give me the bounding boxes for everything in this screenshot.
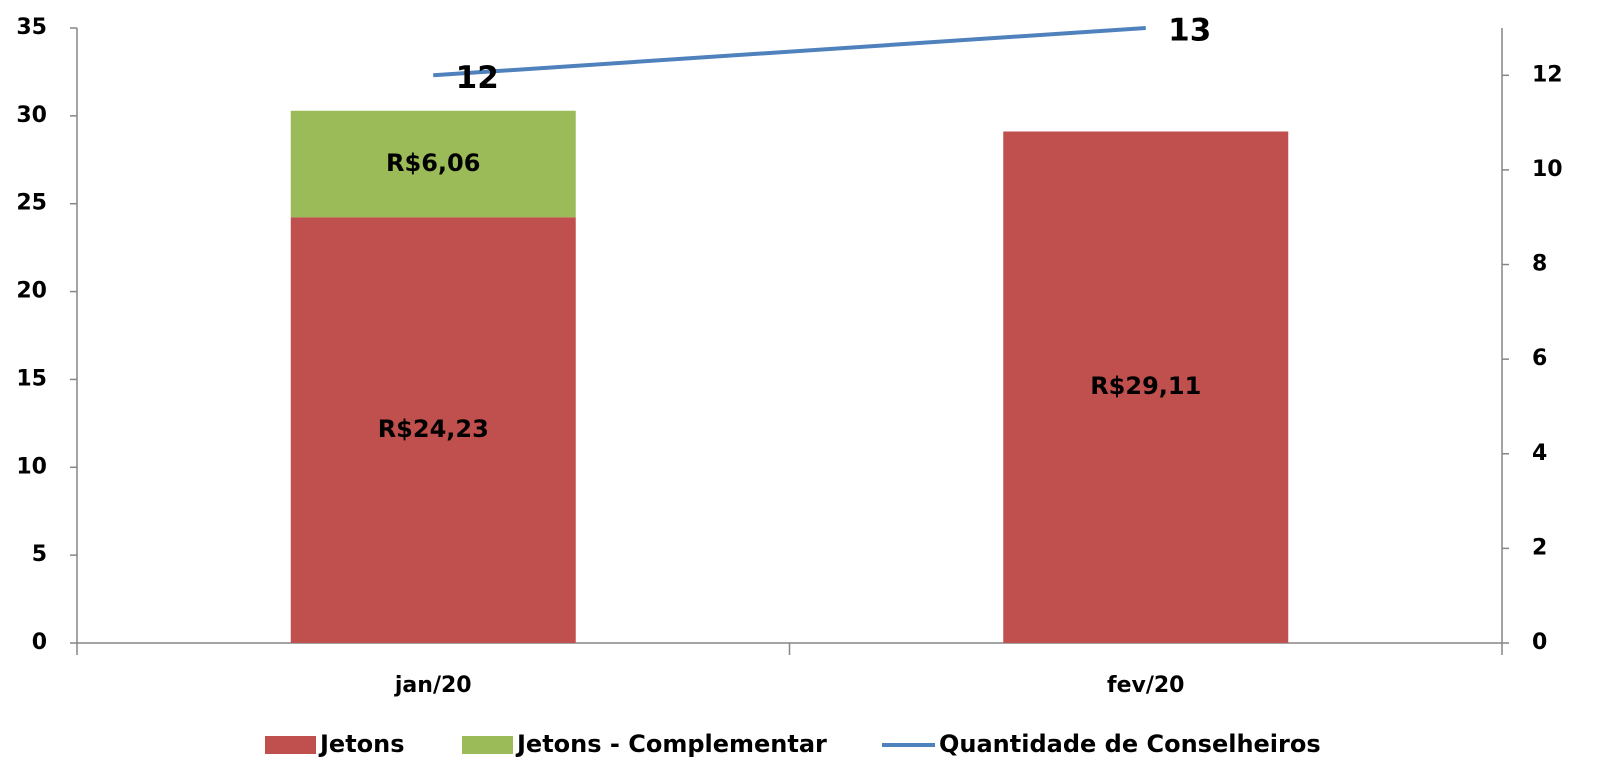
y2-tick-label: 4	[1532, 441, 1547, 466]
legend-label: Jetons	[318, 730, 405, 758]
legend-swatch	[265, 736, 316, 754]
data-label: R$6,06	[386, 149, 480, 177]
legend-swatch	[462, 736, 513, 754]
y2-tick-label: 2	[1532, 535, 1547, 560]
y-tick-label: 10	[16, 454, 47, 479]
data-label: 12	[456, 60, 499, 96]
bar	[290, 110, 576, 218]
y2-tick-label: 8	[1532, 252, 1547, 277]
y-tick-label: 20	[16, 279, 47, 304]
x-tick-label: fev/20	[1107, 673, 1184, 698]
y-tick-label: 25	[16, 191, 47, 216]
line	[433, 26, 1146, 78]
y2-tick-label: 0	[1532, 630, 1547, 655]
y2-tick-label: 12	[1532, 62, 1563, 87]
legend-label: Jetons - Complementar	[515, 730, 827, 758]
x-tick-label: jan/20	[394, 673, 472, 698]
y2-tick-label: 6	[1532, 346, 1547, 371]
bar	[290, 217, 576, 643]
y-tick-label: 35	[16, 15, 47, 40]
data-label: 13	[1168, 13, 1211, 49]
y-tick-label: 15	[16, 366, 47, 391]
y-tick-label: 5	[32, 542, 47, 567]
bar	[1003, 131, 1289, 643]
y2-tick-label: 10	[1532, 157, 1563, 182]
legend-label: Quantidade de Conselheiros	[939, 730, 1321, 758]
y-tick-label: 0	[32, 630, 47, 655]
data-label: R$29,11	[1090, 372, 1201, 400]
y-tick-label: 30	[16, 103, 47, 128]
data-label: R$24,23	[378, 415, 489, 443]
